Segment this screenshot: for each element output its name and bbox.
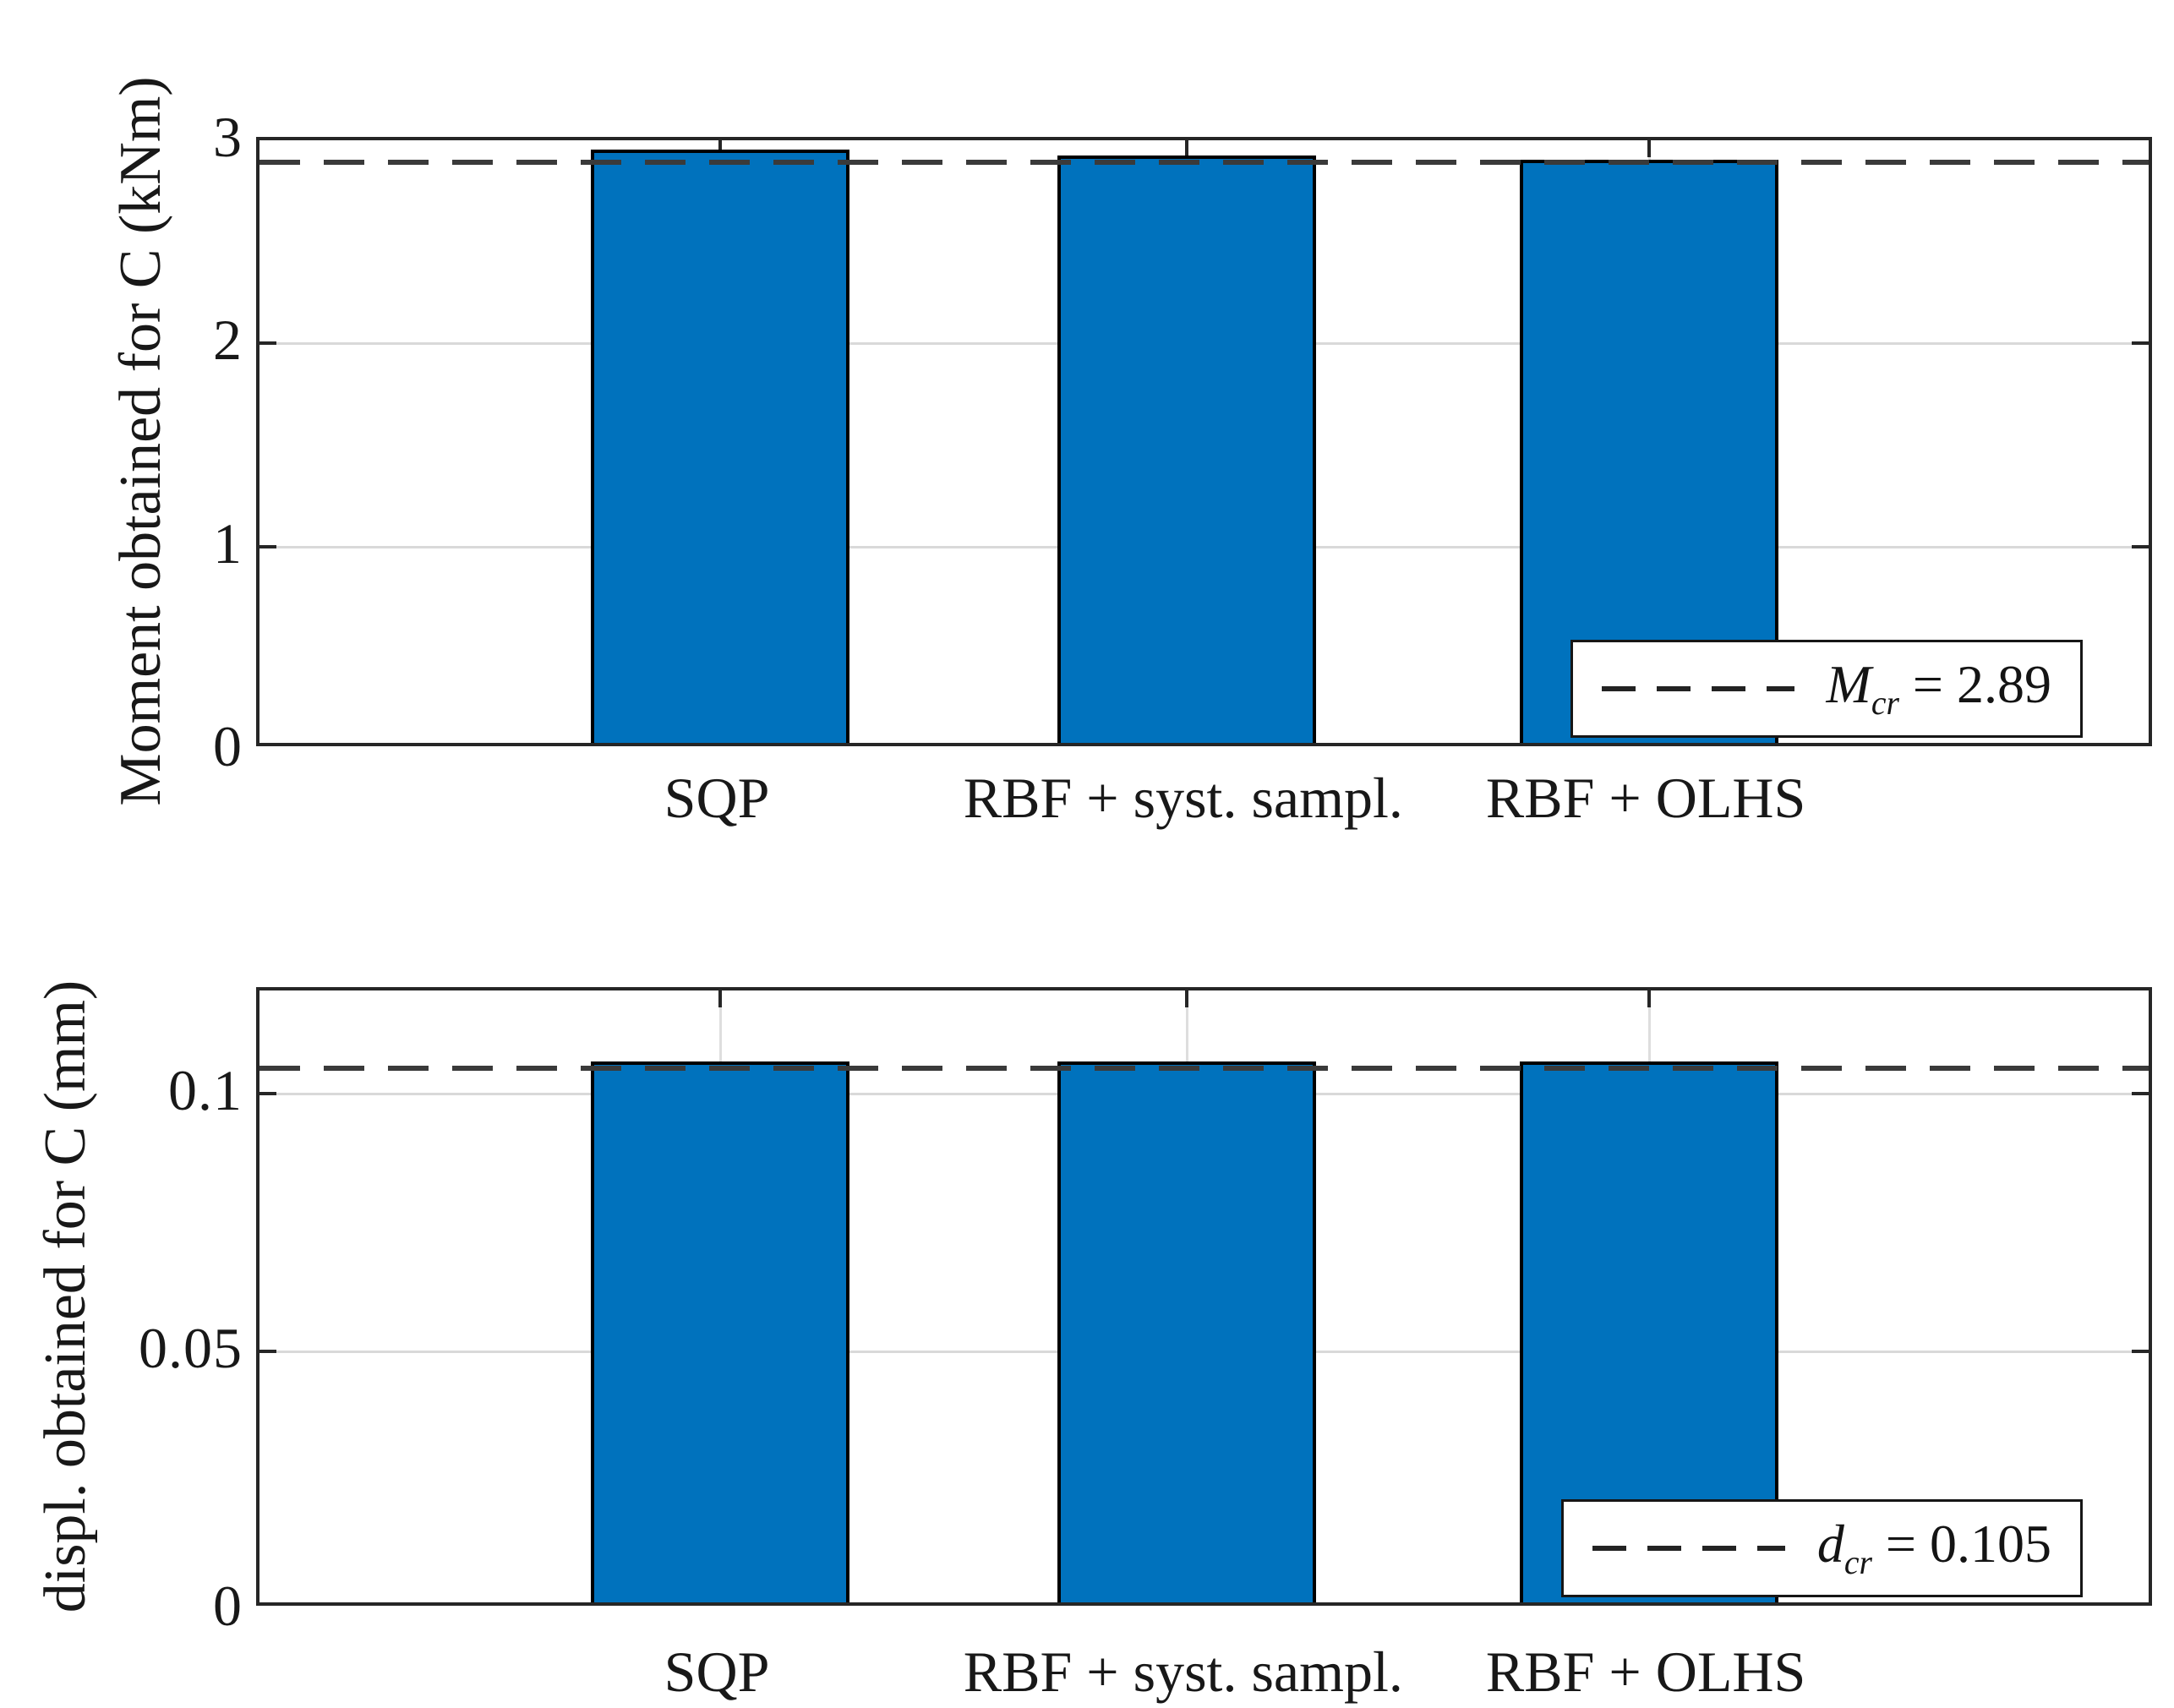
- moment-chart-plot-area: Mcr = 2.89: [256, 137, 2152, 746]
- y-tick-right-0.05: [2132, 1350, 2149, 1353]
- x-category-label-3: RBF + OLHS: [1485, 1640, 1806, 1704]
- y-tick-right-0.1: [2132, 1092, 2149, 1095]
- bar-rbf-syst-sampl: [1057, 1061, 1316, 1602]
- y-tick-label-0.1: 0.1: [168, 1058, 243, 1122]
- x-category-label-2: RBF + syst. sampl.: [963, 1640, 1403, 1704]
- legend-subscript: cr: [1871, 684, 1899, 722]
- x-tick-top-3: [1647, 990, 1652, 1007]
- x-tick-top-2: [1184, 990, 1188, 1007]
- moment-chart-legend: Mcr = 2.89: [1570, 640, 2083, 738]
- bar-rbf-syst-sampl: [1057, 156, 1316, 743]
- bar-sqp: [590, 150, 850, 743]
- x-tick-top-1: [718, 990, 723, 1007]
- x-category-label-2: RBF + syst. sampl.: [963, 766, 1403, 830]
- y-tick-right-1: [2132, 544, 2149, 548]
- x-tick-top-3: [1647, 140, 1652, 157]
- displ-chart-legend-label: dcr = 0.105: [1816, 1513, 2051, 1581]
- y-tick-label-2: 2: [213, 308, 243, 373]
- x-tick-top-2: [1184, 140, 1188, 157]
- y-tick-label-0.05: 0.05: [139, 1316, 243, 1380]
- x-category-label-3: RBF + OLHS: [1485, 766, 1806, 830]
- legend-value: = 0.105: [1871, 1513, 2051, 1574]
- reference-dashed-line: [259, 1065, 2149, 1071]
- y-tick-right-2: [2132, 341, 2149, 346]
- y-tick-left-0.05: [259, 1350, 276, 1353]
- dashed-line-legend-sample: [1601, 686, 1794, 691]
- legend-variable: d: [1816, 1513, 1844, 1574]
- y-tick-left-0.1: [259, 1092, 276, 1095]
- y-tick-label-0: 0: [213, 1574, 243, 1638]
- x-tick-top-1: [718, 140, 723, 157]
- y-tick-left-1: [259, 544, 276, 548]
- x-category-label-1: SQP: [664, 1640, 770, 1704]
- reference-dashed-line: [259, 160, 2149, 166]
- dashed-line-legend-sample: [1592, 1546, 1785, 1551]
- y-tick-left-2: [259, 341, 276, 346]
- bar-sqp: [590, 1061, 850, 1602]
- legend-variable: M: [1826, 653, 1871, 714]
- y-tick-label-1: 1: [213, 510, 243, 576]
- moment-chart-legend-label: Mcr = 2.89: [1827, 657, 2051, 722]
- displ-chart-legend: dcr = 0.105: [1560, 1499, 2083, 1597]
- legend-subscript: cr: [1844, 1543, 1872, 1581]
- y-tick-label-3: 3: [213, 105, 243, 169]
- legend-value: = 2.89: [1898, 653, 2051, 714]
- y-tick-label-0: 0: [213, 714, 243, 778]
- displ-chart-plot-area: dcr = 0.105: [256, 987, 2152, 1606]
- moment-chart-y-axis-label-text: Moment obtained for C (kNm): [108, 76, 173, 806]
- x-category-label-1: SQP: [664, 766, 770, 830]
